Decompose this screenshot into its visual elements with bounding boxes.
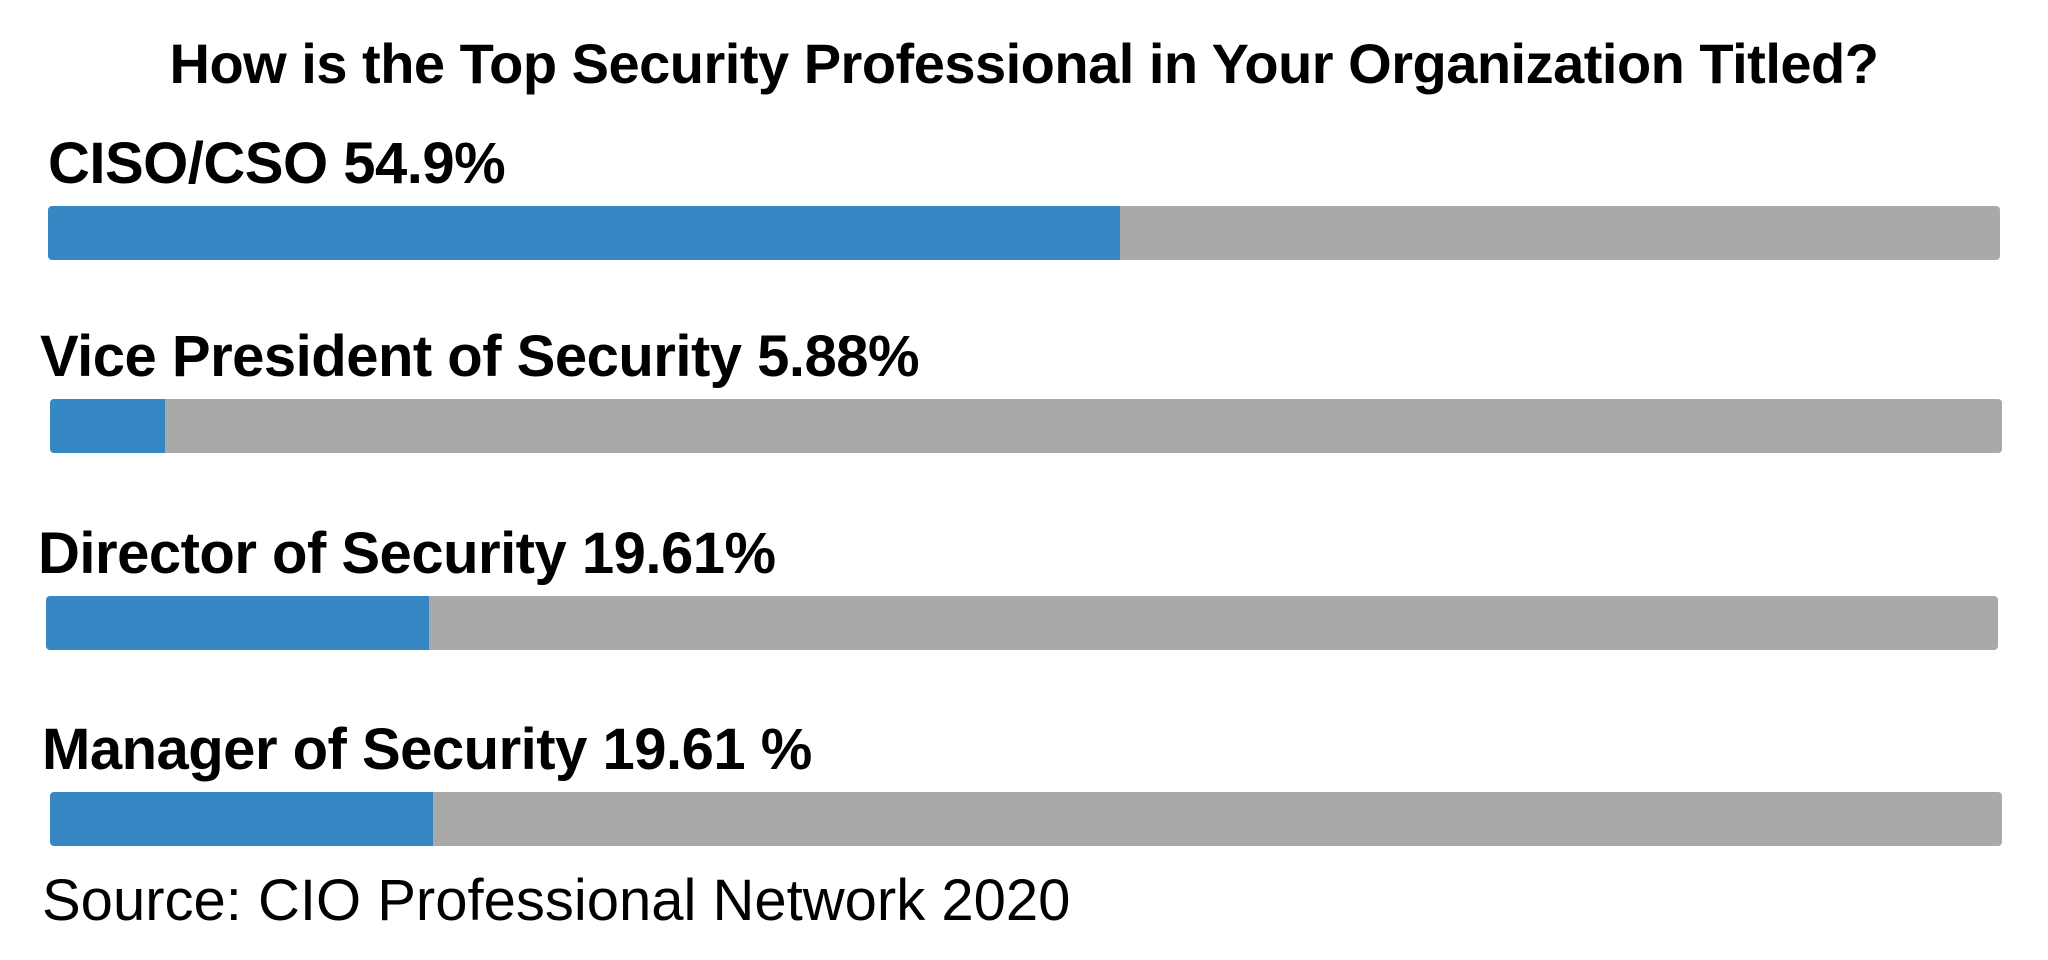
- bar-label: CISO/CSO 54.9%: [48, 131, 506, 196]
- chart-title: How is the Top Security Professional in …: [169, 32, 1879, 95]
- bar-label: Vice President of Security 5.88%: [40, 324, 920, 389]
- bar-track: [50, 792, 2002, 846]
- bar-label: Manager of Security 19.61 %: [42, 717, 812, 782]
- bar-fill: [48, 206, 1120, 260]
- bar-row: Director of Security 19.61%: [0, 522, 2048, 682]
- bar-track: [46, 596, 1998, 650]
- bar-label: Director of Security 19.61%: [38, 521, 776, 586]
- bar-row: Manager of Security 19.61 %: [0, 718, 2048, 878]
- bar-track: [50, 399, 2002, 453]
- source-note: Source: CIO Professional Network 2020: [42, 868, 1071, 933]
- bar-row: CISO/CSO 54.9%: [0, 132, 2048, 292]
- bar-track: [48, 206, 2000, 260]
- bar-fill: [46, 596, 429, 650]
- bar-fill: [50, 399, 165, 453]
- bar-row: Vice President of Security 5.88%: [0, 325, 2048, 485]
- bar-fill: [50, 792, 433, 846]
